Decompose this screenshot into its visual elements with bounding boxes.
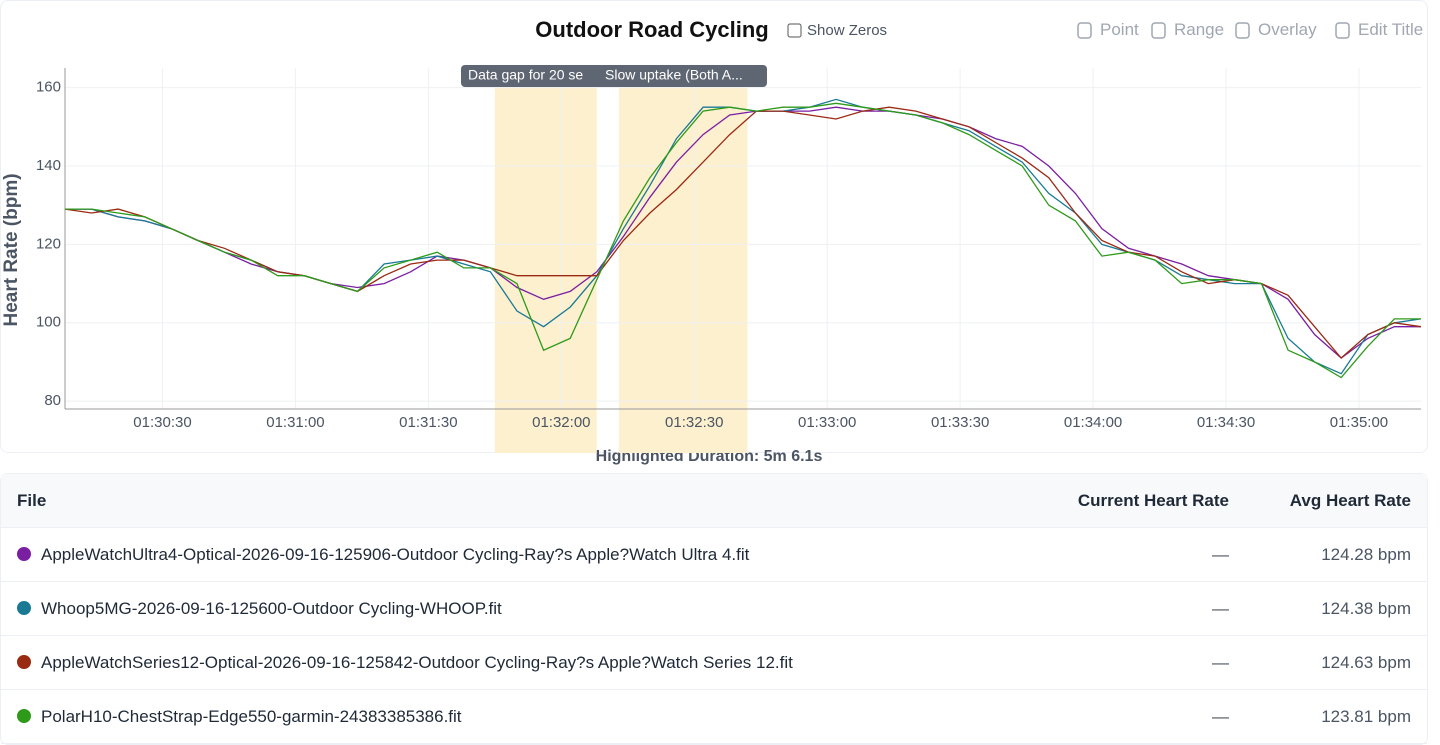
color-dot <box>17 708 31 723</box>
file-name: PolarH10-ChestStrap-Edge550-garmin-24383… <box>41 706 462 726</box>
highlight-tag: Data gap for 20 se <box>461 65 611 87</box>
tool-icon <box>1335 22 1350 39</box>
x-tick-label: 01:31:30 <box>399 414 457 431</box>
tag-label: Data gap for 20 se <box>468 67 583 83</box>
current-heart-rate: — <box>993 636 1245 690</box>
y-tick-label: 120 <box>36 235 61 252</box>
y-tick-label: 160 <box>36 79 61 96</box>
y-axis-label: Heart Rate (bpm) <box>1 173 22 326</box>
header: File <box>1 474 993 528</box>
x-tick-label: 01:31:00 <box>266 414 324 431</box>
y-tick-label: 100 <box>36 314 61 331</box>
series-line <box>65 102 1421 379</box>
avg-heart-rate: 123.81 bpm <box>1245 690 1427 744</box>
x-tick-label: 01:35:00 <box>1330 414 1388 431</box>
header: Current Heart Rate <box>993 474 1245 528</box>
x-tick-label: 01:30:30 <box>133 414 191 431</box>
toolbar-button[interactable]: Overlay <box>1258 20 1317 39</box>
x-tick-label: 01:33:00 <box>798 414 856 431</box>
tag-bg <box>461 65 611 87</box>
color-dot <box>17 600 31 615</box>
table-row[interactable]: AppleWatchUltra4-Optical-2026-09-16-1259… <box>1 528 1427 582</box>
color-dot <box>17 654 31 669</box>
current-heart-rate: — <box>993 528 1245 582</box>
avg-heart-rate: 124.38 bpm <box>1245 582 1427 636</box>
y-tick-label: 80 <box>44 392 61 409</box>
file-cell: AppleWatchUltra4-Optical-2026-09-16-1259… <box>1 528 993 582</box>
color-dot <box>17 546 31 561</box>
title: Outdoor Road Cycling <box>535 17 768 42</box>
file-name: Whoop5MG-2026-09-16-125600-Outdoor Cycli… <box>41 598 502 618</box>
series-line <box>64 106 1422 359</box>
tool-icon <box>1235 22 1250 39</box>
y-tick-label: 140 <box>36 157 61 174</box>
header: Avg Heart Rate <box>1245 474 1427 528</box>
toolbar-button[interactable]: Edit Title <box>1358 20 1424 39</box>
file-name: AppleWatchUltra4-Optical-2026-09-16-1259… <box>41 544 750 564</box>
tool-icon <box>1151 22 1166 39</box>
highlight-tag: Slow uptake (Both A... <box>598 65 767 87</box>
highlight-band <box>618 68 748 453</box>
current-heart-rate: — <box>993 582 1245 636</box>
table-row[interactable]: Whoop5MG-2026-09-16-125600-Outdoor Cycli… <box>1 582 1427 636</box>
file-cell: PolarH10-ChestStrap-Edge550-garmin-24383… <box>1 690 993 744</box>
checkbox-label[interactable]: Show Zeros <box>807 22 887 39</box>
current-heart-rate: — <box>993 690 1245 744</box>
avg-heart-rate: 124.63 bpm <box>1245 636 1427 690</box>
tag-label: Slow uptake (Both A... <box>605 67 743 83</box>
toolbar-button[interactable]: Point <box>1100 20 1139 39</box>
chart: Outdoor Road Cycling Show Zeros Heart Ra… <box>1 17 1422 465</box>
x-tick-label: 01:33:30 <box>931 414 989 431</box>
x-tick-label: 01:32:00 <box>532 414 590 431</box>
file-cell: Whoop5MG-2026-09-16-125600-Outdoor Cycli… <box>1 582 993 636</box>
x-tick-label: 01:34:00 <box>1064 414 1122 431</box>
file-cell: AppleWatchSeries12-Optical-2026-09-16-12… <box>1 636 993 690</box>
table-row[interactable]: AppleWatchSeries12-Optical-2026-09-16-12… <box>1 636 1427 690</box>
x-tick-label: 01:34:30 <box>1197 414 1255 431</box>
x-tick-label: 01:32:30 <box>665 414 723 431</box>
tag-bg <box>598 65 767 87</box>
tool-icon <box>1077 22 1092 39</box>
avg-heart-rate: 124.28 bpm <box>1245 528 1427 582</box>
table-row[interactable]: PolarH10-ChestStrap-Edge550-garmin-24383… <box>1 690 1427 744</box>
toolbar-button[interactable]: Range <box>1174 20 1225 39</box>
file-name: AppleWatchSeries12-Optical-2026-09-16-12… <box>41 652 793 672</box>
highlight-band <box>494 68 597 453</box>
file-table: File Current Heart Rate Avg Heart Rate A… <box>0 473 1428 745</box>
checkbox[interactable] <box>787 23 802 38</box>
